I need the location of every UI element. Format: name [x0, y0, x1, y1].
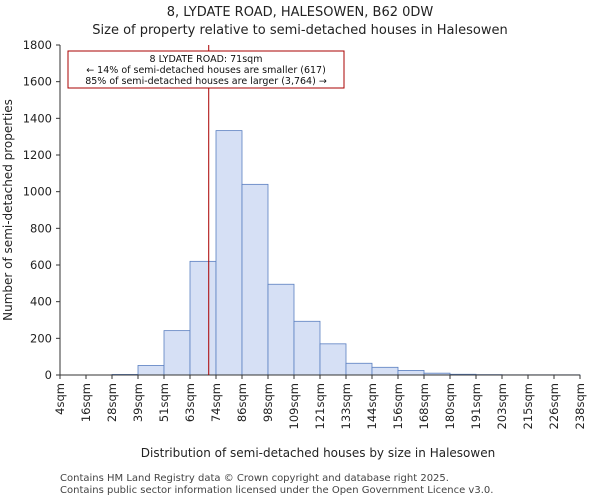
histogram-bar [189, 260, 217, 376]
y-axis-label: Number of semi-detached properties [1, 99, 15, 321]
footer-line-1: Contains HM Land Registry data © Crown c… [60, 473, 449, 484]
histogram-bar [163, 330, 191, 376]
x-tick-label: 215sqm [521, 383, 535, 429]
x-tick-label: 39sqm [131, 383, 145, 422]
x-tick-label: 180sqm [443, 383, 457, 429]
x-tick-label: 4sqm [53, 383, 67, 415]
annotation-line-3: 85% of semi-detached houses are larger (… [85, 76, 327, 87]
x-tick-label: 98sqm [261, 383, 275, 422]
annotation-line-2: ← 14% of semi-detached houses are smalle… [86, 65, 326, 76]
x-tick-label: 133sqm [339, 383, 353, 429]
bars [111, 130, 581, 376]
x-tick-label: 156sqm [391, 383, 405, 429]
annotation-border [67, 50, 345, 89]
histogram-bar [397, 370, 425, 376]
histogram-bar [241, 183, 269, 376]
x-tick-label: 168sqm [417, 383, 431, 429]
y-tick-label: 1000 [23, 185, 52, 199]
histogram-bar [319, 343, 347, 376]
histogram-bar [215, 130, 243, 376]
y-tick-label: 1800 [23, 38, 52, 52]
y-tick-label: 1200 [23, 148, 52, 162]
footer-line-2: Contains public sector information licen… [60, 485, 493, 496]
y-tick-label: 1400 [23, 111, 52, 125]
x-axis-label: Distribution of semi-detached houses by … [141, 446, 495, 460]
x-tick-label: 109sqm [287, 383, 301, 429]
x-tick-label: 121sqm [313, 383, 327, 429]
histogram-bar [345, 362, 373, 376]
chart-title: 8, LYDATE ROAD, HALESOWEN, B62 0DW [167, 5, 434, 20]
y-tick-label: 200 [30, 331, 52, 345]
y-axis: 0 200 400 600 800 1000 1200 1400 1600 1800 [23, 38, 61, 382]
histogram-bar [293, 320, 321, 376]
x-tick-label: 203sqm [495, 383, 509, 429]
histogram-bar [267, 283, 295, 376]
x-tick-label: 74sqm [209, 383, 223, 422]
x-tick-label: 86sqm [235, 383, 249, 422]
annotation-line-1: 8 LYDATE ROAD: 71sqm [150, 54, 263, 65]
x-tick-label: 63sqm [183, 383, 197, 422]
y-tick-label: 800 [30, 221, 52, 235]
chart-subtitle: Size of property relative to semi-detach… [92, 23, 507, 38]
histogram-bar [371, 366, 399, 376]
annotation-box: 8 LYDATE ROAD: 71sqm ← 14% of semi-detac… [67, 50, 345, 89]
y-tick-label: 0 [45, 368, 52, 382]
x-tick-label: 191sqm [469, 383, 483, 429]
y-tick-label: 1600 [23, 75, 52, 89]
histogram-bar [137, 365, 165, 376]
y-tick-label: 400 [30, 295, 52, 309]
y-tick-label: 600 [30, 258, 52, 272]
x-tick-label: 144sqm [365, 383, 379, 429]
x-tick-label: 16sqm [79, 383, 93, 422]
x-tick-label: 226sqm [547, 383, 561, 429]
x-tick-label: 238sqm [573, 383, 587, 429]
x-tick-label: 51sqm [157, 383, 171, 422]
x-axis: 4sqm 16sqm 28sqm 39sqm 51sqm 63sqm 74sqm 86sqm 9… [53, 374, 587, 429]
x-tick-label: 28sqm [105, 383, 119, 422]
